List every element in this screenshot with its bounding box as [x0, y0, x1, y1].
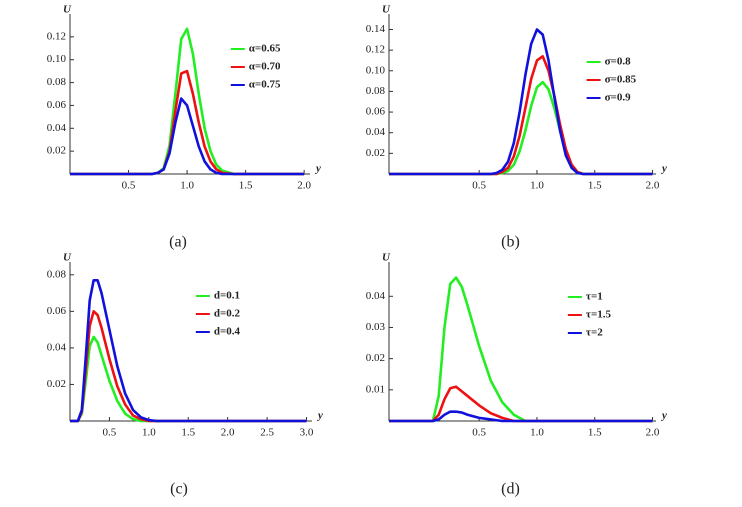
y-tick-label: 0.04	[47, 122, 67, 134]
y-tick-label: 0.01	[366, 383, 385, 395]
y-tick-label: 0.14	[366, 23, 386, 35]
y-tick-label: 0.04	[366, 290, 386, 302]
legend-text: α=0.70	[249, 61, 281, 73]
line-series	[389, 276, 653, 423]
x-axis-label: y	[314, 163, 321, 175]
line-series	[389, 410, 653, 423]
x-tick-label: 1.0	[530, 427, 544, 439]
y-tick-label: 0.02	[47, 378, 66, 390]
x-tick-label: 0.5	[103, 427, 117, 439]
legend-text: d=0.4	[214, 326, 241, 338]
x-tick-label: 2.0	[646, 180, 660, 192]
y-tick-label: 0.12	[47, 30, 66, 42]
line-series	[389, 28, 653, 176]
x-axis-label: y	[660, 410, 667, 422]
y-tick-label: 0.06	[366, 106, 386, 118]
y-axis-label: U	[382, 4, 391, 16]
y-tick-label: 0.10	[366, 64, 386, 76]
y-tick-label: 0.03	[366, 321, 386, 333]
legend-text: τ=1	[586, 291, 603, 303]
y-tick-label: 0.04	[47, 341, 67, 353]
legend-text: τ=2	[586, 327, 603, 339]
caption: (c)	[170, 481, 188, 498]
x-tick-label: 3.0	[300, 427, 314, 439]
y-axis-label: U	[63, 4, 72, 16]
x-tick-label: 2.0	[646, 427, 660, 439]
line-series	[70, 335, 307, 423]
x-tick-label: 1.0	[180, 180, 194, 192]
y-tick-label: 0.04	[366, 126, 386, 138]
caption: (b)	[501, 234, 520, 251]
y-tick-label: 0.02	[366, 352, 385, 364]
caption: (a)	[169, 234, 187, 251]
y-tick-label: 0.10	[47, 53, 67, 65]
x-tick-label: 1.0	[142, 427, 156, 439]
y-axis-label: U	[382, 252, 391, 264]
legend-text: σ=0.8	[605, 56, 632, 68]
legend-text: α=0.65	[249, 43, 281, 55]
y-tick-label: 0.02	[366, 147, 385, 159]
y-tick-label: 0.08	[47, 268, 67, 280]
x-tick-label: 1.5	[181, 427, 195, 439]
legend-text: d=0.1	[214, 290, 240, 302]
x-tick-label: 1.0	[530, 180, 544, 192]
legend-text: σ=0.9	[605, 92, 632, 104]
legend-text: σ=0.85	[605, 74, 637, 86]
x-axis-label: y	[316, 410, 323, 422]
x-tick-label: 0.5	[472, 427, 486, 439]
y-axis-label: U	[63, 252, 72, 264]
line-series	[70, 97, 305, 176]
y-tick-label: 0.06	[47, 99, 67, 111]
y-tick-label: 0.12	[366, 44, 385, 56]
x-tick-label: 1.5	[239, 180, 253, 192]
legend-text: τ=1.5	[586, 309, 612, 321]
legend-text: α=0.75	[249, 79, 281, 91]
x-tick-label: 2.5	[260, 427, 274, 439]
x-tick-label: 2.0	[221, 427, 235, 439]
x-tick-label: 2.0	[297, 180, 311, 192]
x-tick-label: 0.5	[472, 180, 486, 192]
x-axis-label: y	[660, 163, 667, 175]
line-series	[70, 278, 307, 423]
x-tick-label: 1.5	[588, 180, 602, 192]
x-tick-label: 0.5	[122, 180, 136, 192]
legend-text: d=0.2	[214, 308, 241, 320]
line-series	[389, 385, 653, 423]
y-tick-label: 0.02	[47, 145, 66, 157]
y-tick-label: 0.08	[366, 85, 386, 97]
caption: (d)	[501, 481, 520, 498]
x-tick-label: 1.5	[588, 427, 602, 439]
y-tick-label: 0.06	[47, 305, 67, 317]
y-tick-label: 0.08	[47, 76, 67, 88]
